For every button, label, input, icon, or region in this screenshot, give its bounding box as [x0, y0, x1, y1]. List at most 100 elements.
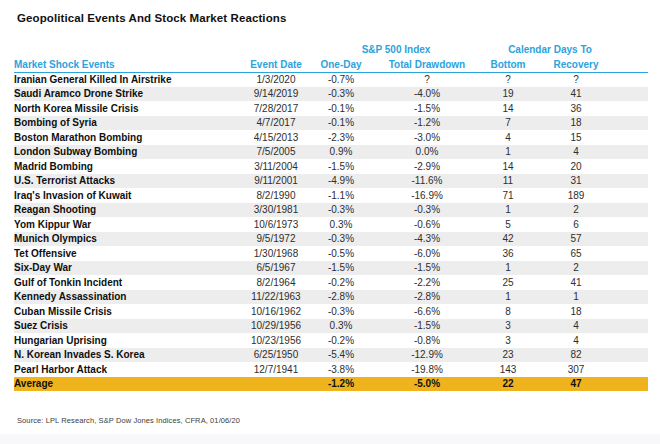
one-day-cell: -0.2%	[310, 275, 372, 290]
total-drawdown-cell: -19.8%	[372, 362, 482, 377]
table-row: N. Korean Invades S. Korea6/25/1950-5.4%…	[14, 348, 648, 363]
event-name-cell: Kennedy Assassination	[14, 290, 242, 305]
source-note: Source: LPL Research, S&P Dow Jones Indi…	[17, 416, 240, 425]
average-drawdown-cell: -5.0%	[372, 377, 482, 392]
total-drawdown-cell: -0.8%	[372, 333, 482, 348]
event-date-cell: 6/5/1967	[242, 261, 310, 276]
recovery-cell: 2	[534, 203, 648, 218]
recovery-cell: 31	[534, 174, 648, 189]
column-group-row: S&P 500 Index Calendar Days To	[14, 40, 648, 56]
event-date-cell: 9/11/2001	[242, 174, 310, 189]
event-name-cell: Munich Olympics	[14, 232, 242, 247]
table-row: Madrid Bombing3/11/2004-1.5%-2.9%1420	[14, 159, 648, 174]
one-day-cell: -4.9%	[310, 174, 372, 189]
table-row: Suez Crisis10/29/19560.3%-1.5%34	[14, 319, 648, 334]
one-day-cell: -0.3%	[310, 232, 372, 247]
total-drawdown-cell: -2.2%	[372, 275, 482, 290]
table-row: Kennedy Assassination11/22/1963-2.8%-2.8…	[14, 290, 648, 305]
event-date-cell: 12/7/1941	[242, 362, 310, 377]
bottom-cell: 42	[482, 232, 534, 247]
total-drawdown-cell: -3.0%	[372, 130, 482, 145]
total-drawdown-cell: -0.3%	[372, 203, 482, 218]
one-day-cell: 0.9%	[310, 145, 372, 160]
page-title: Geopolitical Events And Stock Market Rea…	[17, 12, 286, 24]
total-drawdown-cell: -1.5%	[372, 261, 482, 276]
column-header-one-day: One-Day	[310, 56, 372, 72]
event-name-cell: Hungarian Uprising	[14, 333, 242, 348]
event-date-cell: 8/2/1964	[242, 275, 310, 290]
average-recovery-cell: 47	[534, 377, 648, 392]
event-date-cell: 7/28/2017	[242, 101, 310, 116]
total-drawdown-cell: -6.6%	[372, 304, 482, 319]
bottom-cell: 1	[482, 145, 534, 160]
total-drawdown-cell: -16.9%	[372, 188, 482, 203]
bottom-cell: 3	[482, 319, 534, 334]
event-name-cell: Iraq's Invasion of Kuwait	[14, 188, 242, 203]
average-bottom-cell: 22	[482, 377, 534, 392]
average-date-cell	[242, 377, 310, 392]
group-spacer	[242, 40, 310, 56]
bottom-cell: 8	[482, 304, 534, 319]
bottom-cell: ?	[482, 72, 534, 87]
recovery-cell: 189	[534, 188, 648, 203]
table-row: Cuban Missile Crisis10/16/1962-0.3%-6.6%…	[14, 304, 648, 319]
table-row: Iraq's Invasion of Kuwait8/2/1990-1.1%-1…	[14, 188, 648, 203]
recovery-cell: 4	[534, 145, 648, 160]
table-row: Pearl Harbor Attack12/7/1941-3.8%-19.8%1…	[14, 362, 648, 377]
total-drawdown-cell: -1.5%	[372, 319, 482, 334]
events-table: S&P 500 Index Calendar Days To Market Sh…	[14, 40, 648, 391]
recovery-cell: 18	[534, 304, 648, 319]
bottom-cell: 7	[482, 116, 534, 131]
average-row: Average -1.2% -5.0% 22 47	[14, 377, 648, 392]
one-day-cell: -0.2%	[310, 333, 372, 348]
total-drawdown-cell: -2.9%	[372, 159, 482, 174]
event-date-cell: 3/30/1981	[242, 203, 310, 218]
total-drawdown-cell: 0.0%	[372, 145, 482, 160]
table-row: Yom Kippur War10/6/19730.3%-0.6%56	[14, 217, 648, 232]
event-date-cell: 3/11/2004	[242, 159, 310, 174]
recovery-cell: 15	[534, 130, 648, 145]
event-name-cell: Yom Kippur War	[14, 217, 242, 232]
event-name-cell: Bombing of Syria	[14, 116, 242, 131]
bottom-cell: 71	[482, 188, 534, 203]
table-row: Boston Marathon Bombing4/15/2013-2.3%-3.…	[14, 130, 648, 145]
average-one-day-cell: -1.2%	[310, 377, 372, 392]
one-day-cell: -0.3%	[310, 87, 372, 102]
event-date-cell: 10/23/1956	[242, 333, 310, 348]
bottom-cell: 14	[482, 159, 534, 174]
column-group-sp500: S&P 500 Index	[310, 40, 482, 56]
average-label-cell: Average	[14, 377, 242, 392]
group-spacer	[14, 40, 242, 56]
total-drawdown-cell: -4.3%	[372, 232, 482, 247]
total-drawdown-cell: -12.9%	[372, 348, 482, 363]
bottom-cell: 4	[482, 130, 534, 145]
one-day-cell: -1.1%	[310, 188, 372, 203]
one-day-cell: -0.3%	[310, 304, 372, 319]
total-drawdown-cell: -2.8%	[372, 290, 482, 305]
one-day-cell: -2.8%	[310, 290, 372, 305]
event-date-cell: 10/6/1973	[242, 217, 310, 232]
bottom-cell: 1	[482, 261, 534, 276]
table-row: Saudi Aramco Drone Strike9/14/2019-0.3%-…	[14, 87, 648, 102]
total-drawdown-cell: -1.2%	[372, 116, 482, 131]
column-header-row: Market Shock Events Event Date One-Day T…	[14, 56, 648, 72]
one-day-cell: -0.3%	[310, 203, 372, 218]
column-header-event-date: Event Date	[242, 56, 310, 72]
event-date-cell: 11/22/1963	[242, 290, 310, 305]
event-name-cell: Cuban Missile Crisis	[14, 304, 242, 319]
event-name-cell: U.S. Terrorist Attacks	[14, 174, 242, 189]
one-day-cell: 0.3%	[310, 319, 372, 334]
recovery-cell: 6	[534, 217, 648, 232]
recovery-cell: 82	[534, 348, 648, 363]
event-name-cell: Six-Day War	[14, 261, 242, 276]
table-row: Six-Day War6/5/1967-1.5%-1.5%12	[14, 261, 648, 276]
bottom-cell: 1	[482, 203, 534, 218]
one-day-cell: -0.5%	[310, 246, 372, 261]
total-drawdown-cell: -4.0%	[372, 87, 482, 102]
event-name-cell: N. Korean Invades S. Korea	[14, 348, 242, 363]
recovery-cell: 41	[534, 275, 648, 290]
bottom-cell: 1	[482, 290, 534, 305]
bottom-cell: 5	[482, 217, 534, 232]
table-row: Munich Olympics9/5/1972-0.3%-4.3%4257	[14, 232, 648, 247]
event-name-cell: Reagan Shooting	[14, 203, 242, 218]
